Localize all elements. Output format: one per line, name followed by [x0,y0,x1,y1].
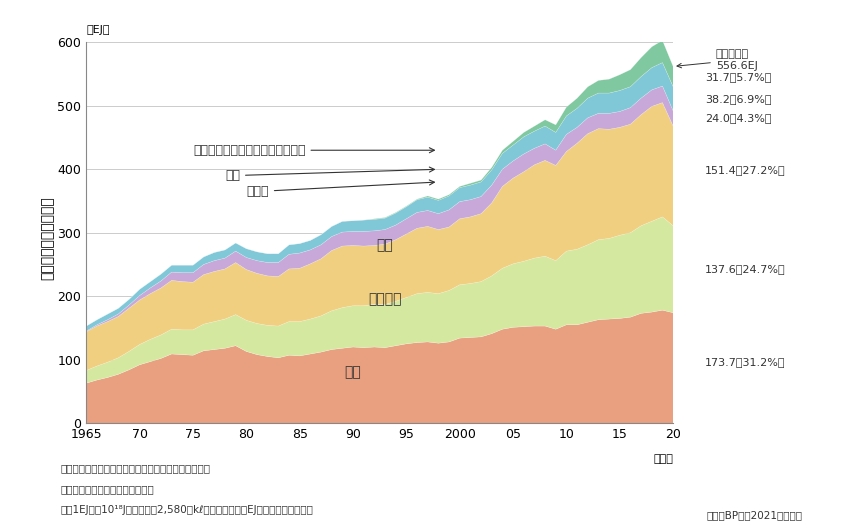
Text: 出典：BP統計2021より作成: 出典：BP統計2021より作成 [707,510,803,521]
Text: （EJ）: （EJ） [86,25,110,35]
Text: 天然ガス: 天然ガス [369,293,402,306]
Text: 38.2（6.9%）: 38.2（6.9%） [705,94,772,104]
Text: 24.0（4.3%）: 24.0（4.3%） [705,114,772,123]
Text: （年）: （年） [653,454,673,464]
Text: 消費量合計
556.6EJ: 消費量合計 556.6EJ [677,49,758,71]
Text: 石油: 石油 [344,366,362,379]
Text: 再生可能エネルギー（水力以外）: 再生可能エネルギー（水力以外） [193,144,434,157]
Text: 173.7（31.2%）: 173.7（31.2%） [705,357,785,367]
Text: 水力: 水力 [225,167,434,182]
Text: 一次エネルギー消費量: 一次エネルギー消費量 [41,196,54,280]
Text: 137.6（24.7%）: 137.6（24.7%） [705,264,786,274]
Text: （注）四捨五入の関係で合計値が合わない場合がある: （注）四捨五入の関係で合計値が合わない場合がある [60,463,211,473]
Text: 原子力: 原子力 [246,180,434,198]
Text: 151.4（27.2%）: 151.4（27.2%） [705,165,786,175]
Text: 1EJ（＝10¹⁸J）は原油約2,580万kℓの熱量に相当（EJ：エクサジュール）: 1EJ（＝10¹⁸J）は原油約2,580万kℓの熱量に相当（EJ：エクサジュール… [60,505,313,515]
Text: 石炭: 石炭 [376,239,394,252]
Text: （　）内は全体に占める割合: （ ）内は全体に占める割合 [60,484,154,494]
Text: 31.7（5.7%）: 31.7（5.7%） [705,71,772,81]
